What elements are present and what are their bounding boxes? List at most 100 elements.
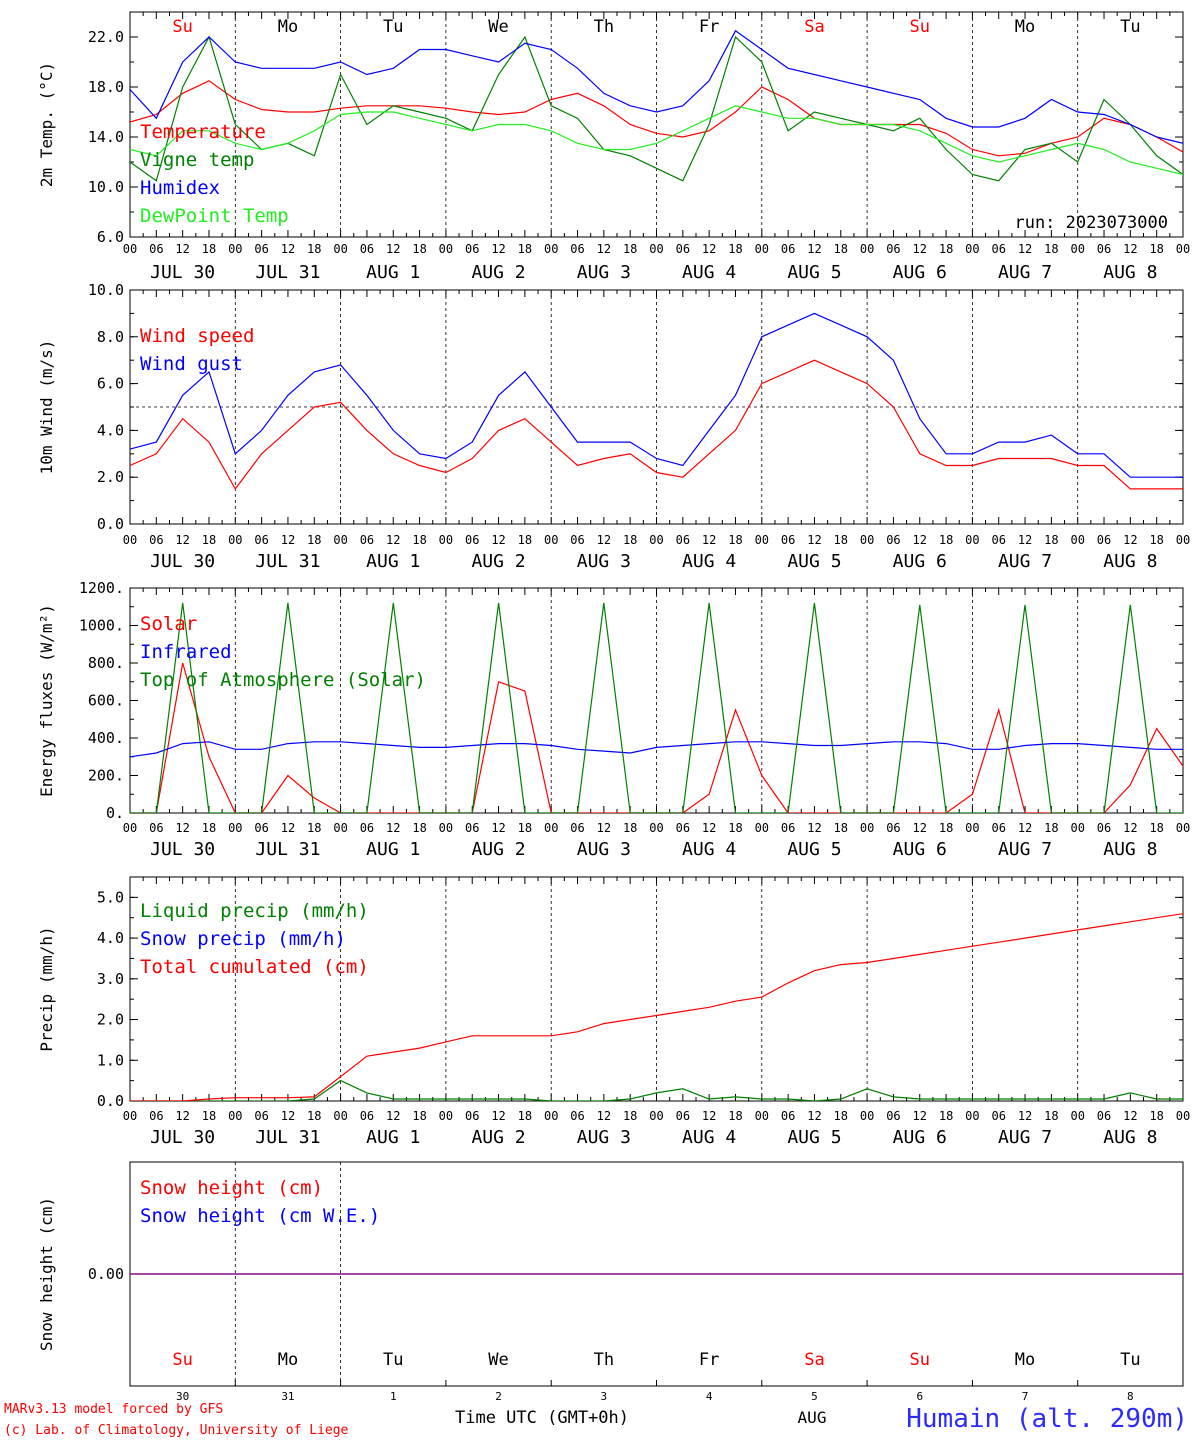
precip-hour-label: 00 [333,1109,347,1123]
wind-hour-label: 18 [412,533,426,547]
energy-date-label: AUG 4 [682,839,736,860]
temp-hour-label: 06 [465,242,479,256]
precip-hour-label: 12 [491,1109,505,1123]
energy-hour-label: 12 [597,821,611,835]
wind-hour-label: 18 [623,533,637,547]
panel-temp: 6.0 10.0 14.0 18.0 22.0 2m Temp. (°C) Temperat… [37,11,1190,283]
snow-weekday-label: Sa [804,1350,824,1370]
temp-hour-label: 18 [728,242,742,256]
energy-hour-label: 12 [175,821,189,835]
wind-hour-label: 00 [649,533,663,547]
day-number-label: 3 [601,1390,608,1403]
legend-snow-height-cm-w-e-: Snow height (cm W.E.) [140,1205,380,1227]
temp-y-tick-label: 14.0 [88,128,124,146]
temp-hour-label: 06 [886,242,900,256]
snow-y-axis-label: Snow height (cm) [37,1197,56,1351]
precip-hour-label: 00 [649,1109,663,1123]
temp-weekday-label: Mo [1015,17,1035,37]
snow-y-tick-label: 0.00 [88,1265,124,1283]
legend-temperature: Temperature [140,121,266,143]
temp-hour-label: 00 [123,242,137,256]
precip-hour-label: 18 [728,1109,742,1123]
temp-weekday-label: Sa [804,17,824,37]
precip-date-label: AUG 1 [366,1127,420,1148]
precip-hour-label: 12 [702,1109,716,1123]
temp-frame [129,11,1184,238]
precip-hour-label: 00 [755,1109,769,1123]
precip-date-label: JUL 31 [255,1127,320,1148]
temp-date-label: AUG 5 [787,262,841,283]
day-number-label: 8 [1127,1390,1134,1403]
wind-hour-label: 18 [202,533,216,547]
energy-hour-label: 00 [1070,821,1084,835]
wind-hour-label: 00 [544,533,558,547]
snow-weekday-label: Mo [1015,1350,1035,1370]
energy-hour-label: 18 [1149,821,1163,835]
temp-hour-label: 12 [913,242,927,256]
wind-hour-label: 00 [965,533,979,547]
wind-hour-label: 00 [333,533,347,547]
temp-hour-label: 00 [860,242,874,256]
time-axis-label: Time UTC (GMT+0h) [455,1408,629,1428]
precip-hour-label: 00 [1176,1109,1190,1123]
precip-hour-label: 18 [623,1109,637,1123]
wind-y-tick-label: 2.0 [97,468,124,486]
legend-vigne-temp: Vigne temp [140,149,254,171]
energy-hour-label: 06 [676,821,690,835]
temp-date-label: AUG 2 [471,262,525,283]
energy-hour-label: 12 [702,821,716,835]
wind-y-tick-label: 4.0 [97,421,124,439]
temp-hour-label: 18 [623,242,637,256]
precip-hour-label: 18 [412,1109,426,1123]
precip-hour-label: 06 [149,1109,163,1123]
energy-hour-label: 18 [834,821,848,835]
wind-hour-label: 00 [1070,533,1084,547]
temp-hour-label: 18 [307,242,321,256]
energy-hour-label: 06 [991,821,1005,835]
precip-y-tick-label: 3.0 [97,970,124,988]
temp-weekday-label: Su [172,17,192,37]
temp-weekday-label: Mo [278,17,298,37]
precip-date-label: AUG 3 [577,1127,631,1148]
snow-weekday-label: Su [910,1350,930,1370]
wind-hour-label: 12 [702,533,716,547]
wind-hour-label: 18 [834,533,848,547]
temp-hour-label: 00 [755,242,769,256]
temp-y-tick-label: 22.0 [88,28,124,46]
energy-hour-label: 12 [807,821,821,835]
precip-hour-label: 18 [202,1109,216,1123]
series-line-wind-gust [130,312,1183,478]
precip-y-tick-label: 5.0 [97,888,124,906]
energy-date-label: AUG 8 [1103,839,1157,860]
precip-hour-label: 06 [254,1109,268,1123]
temp-hour-label: 06 [570,242,584,256]
energy-hour-label: 12 [913,821,927,835]
energy-hour-label: 12 [386,821,400,835]
wind-y-tick-label: 6.0 [97,375,124,393]
energy-y-tick-label: 200. [88,767,124,785]
series-line-humidex [130,29,1183,144]
temp-hour-label: 06 [360,242,374,256]
precip-hour-label: 12 [175,1109,189,1123]
day-number-label: 7 [1022,1390,1029,1403]
energy-hour-label: 00 [439,821,453,835]
snow-weekday-label: Tu [1120,1350,1140,1370]
legend-top-of-atmosphere-solar-: Top of Atmosphere (Solar) [140,669,426,691]
wind-hour-label: 06 [886,533,900,547]
temp-weekday-label: Fr [699,17,719,37]
day-number-label: 2 [495,1390,502,1403]
temp-run-annotation: run: 2023073000 [1014,213,1168,233]
wind-hour-label: 18 [518,533,532,547]
day-number-label: 1 [390,1390,397,1403]
wind-hour-label: 06 [254,533,268,547]
wind-y-tick-label: 10.0 [88,281,124,299]
wind-hour-label: 12 [807,533,821,547]
precip-y-axis-label: Precip (mm/h) [37,926,56,1051]
wind-hour-label: 06 [1097,533,1111,547]
snow-weekday-label: Fr [699,1350,719,1370]
legend-total-cumulated-cm-: Total cumulated (cm) [140,956,369,978]
wind-date-label: AUG 5 [787,551,841,572]
energy-hour-label: 12 [491,821,505,835]
energy-date-label: JUL 31 [255,839,320,860]
wind-hour-label: 06 [991,533,1005,547]
